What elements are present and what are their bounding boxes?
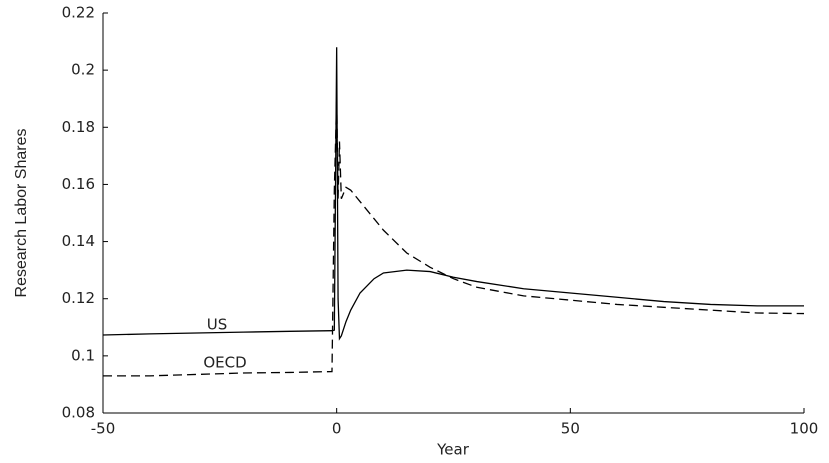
x-tick-label: 100 — [790, 420, 819, 438]
series-label: OECD — [203, 354, 246, 372]
y-tick-label: 0.18 — [62, 118, 95, 136]
series-label: US — [207, 316, 228, 334]
y-tick-label: 0.22 — [62, 4, 95, 22]
y-tick-label: 0.14 — [62, 232, 95, 250]
x-tick-label: -50 — [91, 420, 116, 438]
x-tick-label: 0 — [332, 420, 342, 438]
y-tick-label: 0.12 — [62, 289, 95, 307]
series-line — [103, 98, 805, 377]
y-tick-label: 0.1 — [71, 346, 95, 364]
y-tick-label: 0.08 — [62, 404, 95, 422]
y-tick-label: 0.16 — [62, 175, 95, 193]
y-axis-label: Research Labor Shares — [13, 129, 30, 298]
y-tick-label: 0.2 — [71, 61, 95, 79]
x-axis-label: Year — [436, 441, 470, 459]
x-tick-label: 50 — [561, 420, 580, 438]
series-line — [102, 47, 804, 341]
